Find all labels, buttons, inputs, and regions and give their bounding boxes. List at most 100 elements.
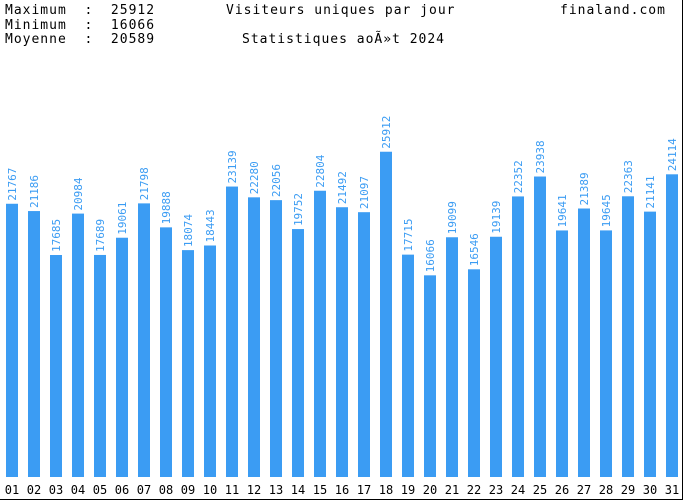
bar-31	[666, 174, 678, 477]
x-tick-03: 03	[49, 483, 63, 497]
x-tick-06: 06	[115, 483, 129, 497]
value-label-07: 21798	[138, 167, 151, 200]
site-name: finaland.com	[560, 3, 666, 18]
value-label-04: 20984	[72, 177, 85, 210]
x-tick-26: 26	[555, 483, 569, 497]
bar-21	[446, 237, 458, 477]
x-tick-08: 08	[159, 483, 173, 497]
bar-26	[556, 230, 568, 477]
x-tick-09: 09	[181, 483, 195, 497]
bar-14	[292, 229, 304, 477]
value-label-25: 23938	[534, 140, 547, 173]
value-label-09: 18074	[182, 214, 195, 247]
x-tick-10: 10	[203, 483, 217, 497]
value-label-15: 22804	[314, 154, 327, 187]
bar-30	[644, 211, 656, 477]
bar-12	[248, 197, 260, 477]
value-label-02: 21186	[28, 175, 41, 208]
bar-03	[50, 255, 62, 477]
value-label-19: 17715	[402, 219, 415, 252]
x-tick-11: 11	[225, 483, 239, 497]
value-label-08: 19888	[160, 191, 173, 224]
value-label-06: 19061	[116, 202, 129, 235]
x-tick-29: 29	[621, 483, 635, 497]
value-label-27: 21389	[578, 172, 591, 205]
value-label-22: 16546	[468, 233, 481, 266]
bar-02	[28, 211, 40, 478]
value-label-30: 21141	[644, 175, 657, 208]
value-label-16: 21492	[336, 171, 349, 204]
value-label-31: 24114	[666, 138, 679, 171]
value-label-17: 21097	[358, 176, 371, 209]
value-label-05: 17689	[94, 219, 107, 252]
value-label-12: 22280	[248, 161, 261, 194]
x-tick-23: 23	[489, 483, 503, 497]
x-tick-28: 28	[599, 483, 613, 497]
x-tick-21: 21	[445, 483, 459, 497]
bar-13	[270, 200, 282, 477]
bar-22	[468, 269, 480, 477]
bar-29	[622, 196, 634, 477]
bar-07	[138, 203, 150, 477]
x-tick-31: 31	[665, 483, 679, 497]
bar-08	[160, 227, 172, 477]
bar-09	[182, 250, 194, 477]
x-tick-14: 14	[291, 483, 305, 497]
average-stat: Moyenne : 20589	[5, 32, 156, 47]
value-label-21: 19099	[446, 201, 459, 234]
value-label-10: 18443	[204, 209, 217, 242]
value-label-29: 22363	[622, 160, 635, 193]
x-tick-30: 30	[643, 483, 657, 497]
x-tick-25: 25	[533, 483, 547, 497]
x-tick-27: 27	[577, 483, 591, 497]
bar-04	[72, 213, 84, 477]
value-label-23: 19139	[490, 201, 503, 234]
value-label-18: 25912	[380, 116, 393, 149]
bar-06	[116, 237, 128, 477]
value-label-26: 19641	[556, 194, 569, 227]
bar-11	[226, 186, 238, 477]
x-tick-18: 18	[379, 483, 393, 497]
bar-05	[94, 254, 106, 477]
bar-24	[512, 196, 524, 477]
bar-18	[380, 151, 392, 477]
x-tick-05: 05	[93, 483, 107, 497]
value-label-14: 19752	[292, 193, 305, 226]
value-label-03: 17685	[50, 219, 63, 252]
value-label-24: 22352	[512, 160, 525, 193]
value-label-20: 16066	[424, 239, 437, 272]
x-tick-16: 16	[335, 483, 349, 497]
minimum-stat: Minimum : 16066	[5, 18, 156, 33]
bar-15	[314, 190, 326, 477]
bar-01	[6, 203, 18, 478]
value-label-01: 21767	[6, 168, 19, 201]
bar-27	[578, 208, 590, 477]
x-tick-22: 22	[467, 483, 481, 497]
x-tick-19: 19	[401, 483, 415, 497]
bar-25	[534, 176, 546, 477]
x-tick-20: 20	[423, 483, 437, 497]
x-tick-24: 24	[511, 483, 525, 497]
value-label-11: 23139	[226, 150, 239, 183]
x-tick-12: 12	[247, 483, 261, 497]
bar-28	[600, 230, 612, 477]
chart-subtitle: Statistiques aoÃ»t 2024	[242, 32, 446, 47]
value-label-28: 19645	[600, 194, 613, 227]
chart-title: Visiteurs uniques par jour	[226, 3, 456, 18]
bar-23	[490, 236, 502, 477]
x-tick-15: 15	[313, 483, 327, 497]
x-tick-13: 13	[269, 483, 283, 497]
bar-16	[336, 207, 348, 477]
x-tick-01: 01	[5, 483, 19, 497]
maximum-stat: Maximum : 25912	[5, 3, 156, 18]
bar-10	[204, 245, 216, 477]
value-label-13: 22056	[270, 164, 283, 197]
x-tick-04: 04	[71, 483, 85, 497]
x-tick-02: 02	[27, 483, 41, 497]
bar-17	[358, 212, 370, 477]
bar-19	[402, 254, 414, 477]
x-tick-07: 07	[137, 483, 151, 497]
bar-20	[424, 275, 436, 477]
